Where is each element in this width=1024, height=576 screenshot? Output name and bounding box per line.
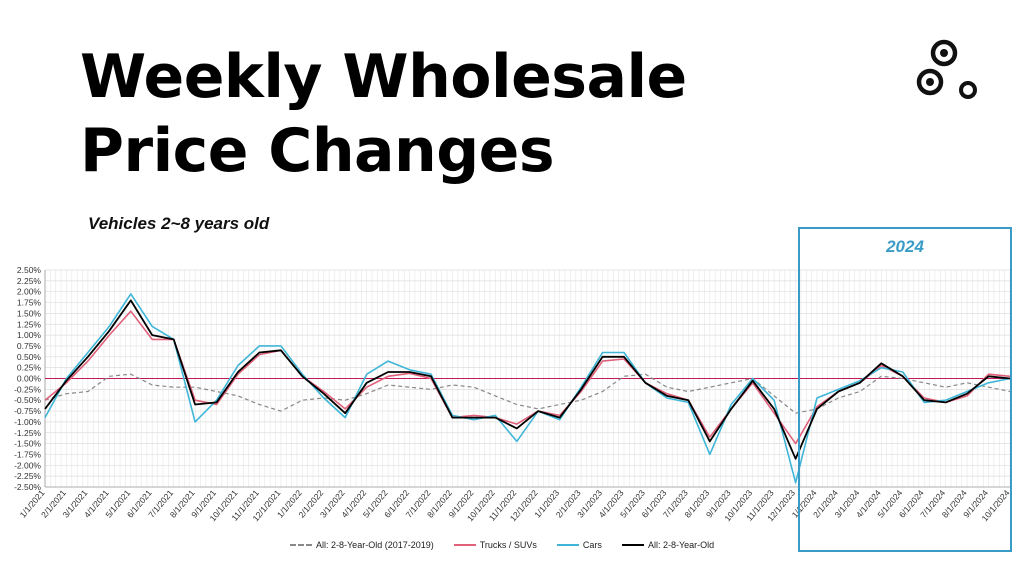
- legend-item-trucks: Trucks / SUVs: [453, 540, 537, 550]
- title-line-1: Weekly Wholesale: [80, 42, 687, 112]
- highlight-label: 2024: [886, 237, 924, 256]
- legend-label-all: All: 2-8-Year-Old: [647, 540, 715, 550]
- y-tick-label: -0.50%: [14, 395, 41, 405]
- subtitle: Vehicles 2~8 years old: [88, 214, 270, 233]
- y-tick-label: -2.25%: [14, 471, 41, 481]
- legend-swatch-all: [621, 544, 644, 546]
- y-tick-label: -0.75%: [14, 406, 41, 416]
- y-tick-label: -0.25%: [14, 384, 41, 394]
- y-tick-label: 2.50%: [17, 265, 42, 275]
- legend-label-trucks: Trucks / SUVs: [479, 540, 537, 550]
- y-tick-label: -2.00%: [14, 460, 41, 470]
- y-tick-label: 2.25%: [17, 276, 42, 286]
- logo-icon: [916, 39, 977, 99]
- y-tick-label: 0.75%: [17, 341, 42, 351]
- y-tick-label: -1.00%: [14, 417, 41, 427]
- legend-item-cars: Cars: [556, 540, 602, 550]
- legend-swatch-trucks: [453, 544, 476, 546]
- y-tick-label: 1.75%: [17, 298, 42, 308]
- line-chart: 2.50%2.25%2.00%1.75%1.50%1.25%1.00%0.75%…: [14, 265, 1012, 523]
- series-line-baseline: [44, 373, 1011, 414]
- series-line-cars: [44, 293, 1011, 484]
- legend-swatch-cars: [556, 544, 579, 546]
- y-tick-label: 1.25%: [17, 319, 42, 329]
- title-line-2: Price Changes: [80, 116, 555, 186]
- series-line-all: [44, 299, 1011, 460]
- y-tick-label: -1.25%: [14, 428, 41, 438]
- y-tick-label: -1.50%: [14, 439, 41, 449]
- page-title: Weekly Wholesale Price Changes: [80, 40, 687, 188]
- legend-item-all: All: 2-8-Year-Old: [621, 540, 715, 550]
- legend-label-baseline: All: 2-8-Year-Old (2017-2019): [316, 540, 434, 550]
- legend-swatch-baseline: [290, 544, 312, 546]
- legend-item-baseline: All: 2-8-Year-Old (2017-2019): [290, 540, 434, 550]
- legend-label-cars: Cars: [582, 540, 602, 550]
- y-tick-label: 1.00%: [17, 330, 42, 340]
- y-tick-label: 0.25%: [17, 363, 42, 373]
- y-tick-label: 2.00%: [17, 287, 42, 297]
- chart-legend: All: 2-8-Year-Old (2017-2019) Trucks / S…: [290, 540, 714, 550]
- y-tick-label: -1.75%: [14, 449, 41, 459]
- y-tick-label: 0.50%: [17, 352, 42, 362]
- y-tick-label: 0.00%: [17, 374, 42, 384]
- y-tick-label: -2.50%: [14, 482, 41, 492]
- y-tick-label: 1.50%: [17, 308, 42, 318]
- highlight-box-2024: 2024: [798, 227, 1012, 552]
